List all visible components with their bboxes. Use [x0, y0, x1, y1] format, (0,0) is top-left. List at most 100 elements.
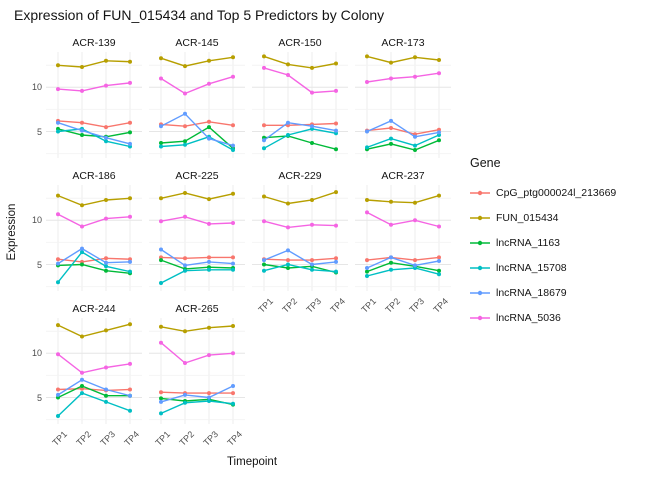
series-point [128, 269, 132, 274]
series-point [310, 198, 314, 202]
series-point [262, 123, 266, 128]
series-point [365, 145, 369, 150]
series-line [263, 220, 337, 229]
series-point [159, 56, 163, 61]
legend-item-label: lncRNA_5036 [496, 311, 561, 324]
series-point [104, 264, 108, 269]
series-line [57, 323, 131, 338]
series-point [56, 280, 60, 285]
series-point [262, 146, 266, 151]
series-point [56, 193, 60, 198]
series-line [160, 385, 234, 403]
facet-panel [355, 52, 451, 158]
series-point [80, 370, 84, 375]
series-point [128, 408, 132, 413]
series-line [366, 267, 440, 277]
series-point [80, 120, 84, 125]
series-line [160, 121, 234, 127]
series-point [104, 393, 108, 398]
series-point [128, 141, 132, 146]
series-point [286, 225, 290, 230]
facet-title: ACR-139 [72, 37, 116, 49]
series-point [104, 135, 108, 140]
series-point [231, 384, 235, 388]
series-point [207, 221, 211, 226]
series-line [263, 249, 337, 266]
series-point [437, 71, 441, 76]
series-point [389, 260, 393, 265]
series-point [159, 247, 163, 252]
facet-title: ACR-225 [175, 170, 219, 182]
facet-panel [149, 185, 245, 291]
series-point [334, 190, 338, 195]
y-tick-label: 10 [31, 82, 42, 93]
series-line [366, 134, 440, 149]
series-point [310, 141, 314, 145]
series-point [80, 65, 84, 69]
series-point [286, 201, 290, 206]
series-line [160, 56, 234, 67]
series-point [159, 124, 163, 129]
series-point [159, 281, 163, 285]
series-point [128, 80, 132, 85]
series-point [437, 272, 441, 277]
series-point [80, 334, 84, 339]
series-point [286, 248, 290, 253]
series-point [56, 414, 60, 418]
series-point [104, 125, 108, 130]
facet-title: ACR-229 [278, 170, 322, 182]
series-point [207, 255, 211, 260]
series-point [56, 352, 60, 357]
legend-key-icon [470, 265, 490, 270]
series-point [334, 128, 338, 133]
series-point [262, 138, 266, 143]
series-line [160, 192, 234, 200]
series-point [159, 219, 163, 224]
series-point [159, 340, 163, 345]
series-point [104, 256, 108, 261]
series-point [183, 142, 187, 147]
series-point [437, 58, 441, 62]
series-point [104, 58, 108, 63]
legend-item-label: lncRNA_1163 [496, 236, 561, 249]
x-tick-label: TP3 [304, 296, 324, 315]
series-point [56, 87, 60, 92]
series-point [310, 258, 314, 263]
series-point [334, 259, 338, 264]
series-point [231, 143, 235, 148]
y-tick-label: 5 [36, 392, 42, 403]
series-point [286, 120, 290, 125]
x-tick-label: TP2 [177, 429, 197, 448]
x-tick-label: TP3 [407, 296, 427, 315]
series-point [437, 255, 441, 260]
series-line [57, 251, 131, 283]
series-line [57, 263, 131, 274]
series-point [310, 267, 314, 272]
series-point [262, 194, 266, 199]
series-point [413, 134, 417, 139]
x-tick-label: TP4 [225, 429, 245, 448]
series-line [263, 263, 337, 273]
series-point [262, 65, 266, 70]
series-point [231, 391, 235, 396]
facet-panel [252, 185, 348, 291]
x-tick-label: TP4 [328, 296, 348, 315]
series-point [231, 267, 235, 272]
series-point [128, 361, 132, 366]
series-point [104, 198, 108, 202]
series-point [104, 216, 108, 221]
series-line [366, 55, 440, 64]
series-point [104, 268, 108, 273]
series-line [160, 400, 234, 415]
y-tick-label: 10 [31, 215, 42, 226]
series-point [159, 396, 163, 401]
series-line [160, 269, 233, 284]
series-point [262, 219, 266, 224]
series-point [183, 91, 187, 96]
series-point [207, 81, 211, 86]
series-point [365, 269, 369, 274]
series-point [334, 147, 338, 152]
legend-item: lncRNA_18679 [470, 280, 616, 305]
series-line [160, 259, 234, 270]
